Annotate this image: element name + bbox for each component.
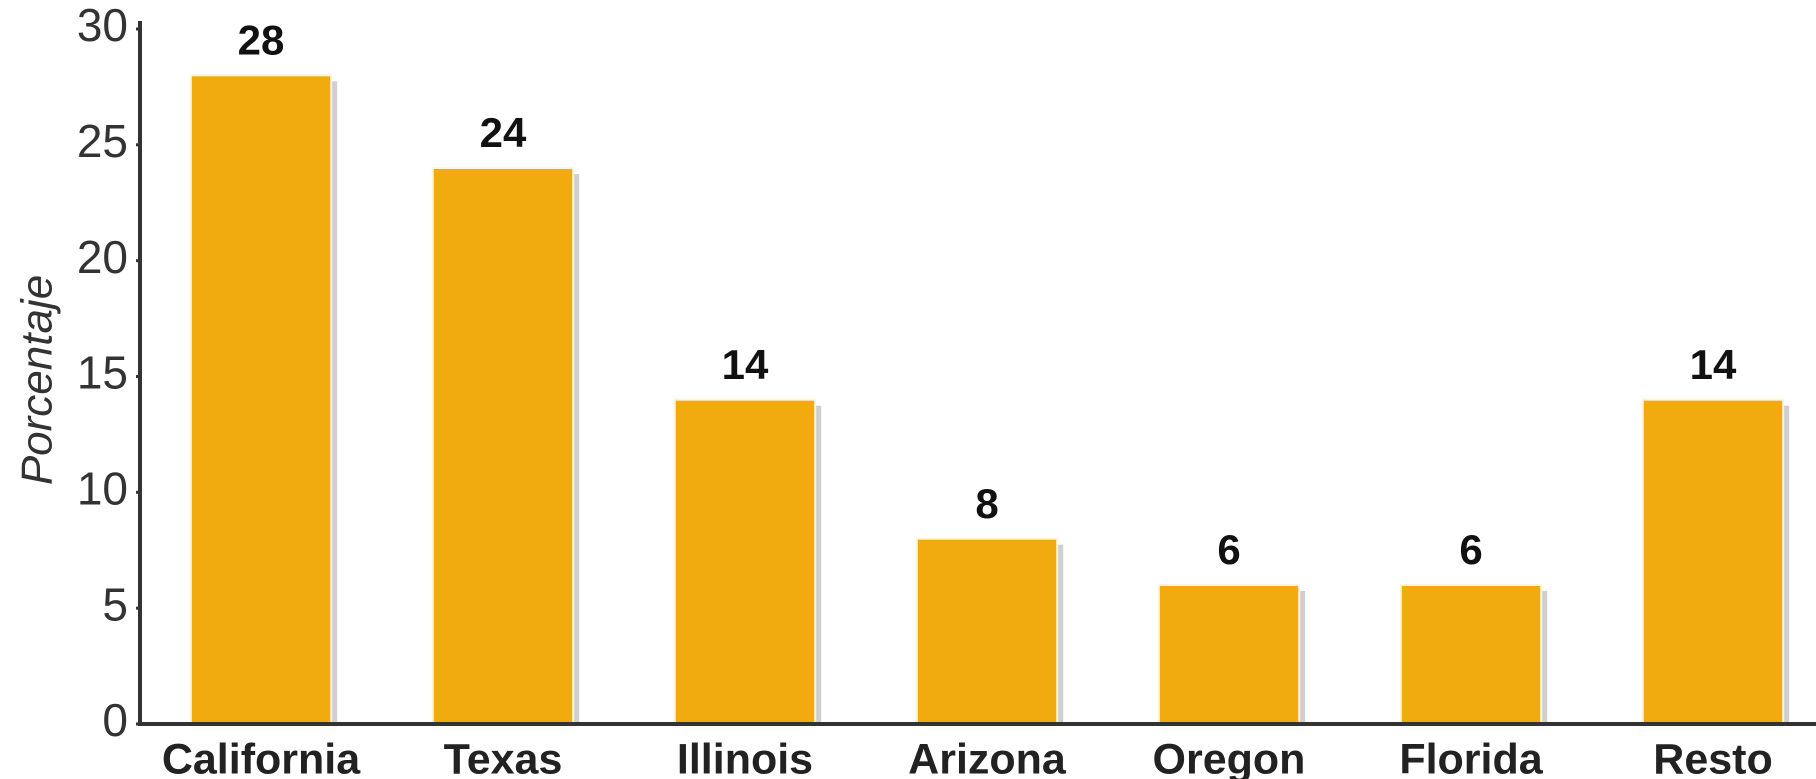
y-tick-label: 0 — [102, 694, 128, 746]
bar — [673, 398, 817, 725]
value-label: 28 — [238, 16, 285, 63]
value-label: 14 — [1690, 341, 1737, 388]
bar — [189, 74, 333, 726]
value-label: 8 — [975, 480, 998, 527]
x-tick-label: Arizona — [908, 735, 1067, 779]
y-axis-label: Porcentaje — [13, 275, 62, 485]
bar — [1157, 584, 1301, 725]
value-label: 24 — [480, 109, 527, 156]
y-tick-label: 20 — [77, 231, 128, 283]
x-tick-label: California — [162, 735, 361, 779]
y-tick-label: 5 — [102, 578, 128, 630]
y-tick-label: 30 — [77, 0, 128, 51]
y-tick-label: 25 — [77, 115, 128, 167]
bar — [915, 537, 1059, 726]
value-label: 6 — [1459, 526, 1482, 573]
bar — [431, 167, 575, 725]
x-tick-label: Oregon — [1153, 735, 1306, 779]
value-label: 14 — [722, 341, 769, 388]
y-tick-label: 10 — [77, 462, 128, 514]
y-tick-label: 15 — [77, 347, 128, 399]
x-tick-label: Florida — [1399, 735, 1543, 779]
bar — [1399, 584, 1543, 725]
value-label: 6 — [1217, 526, 1240, 573]
bar — [1641, 398, 1785, 725]
x-tick-label: Resto — [1653, 735, 1772, 779]
x-tick-label: Texas — [444, 735, 563, 779]
x-tick-label: Illinois — [677, 735, 813, 779]
